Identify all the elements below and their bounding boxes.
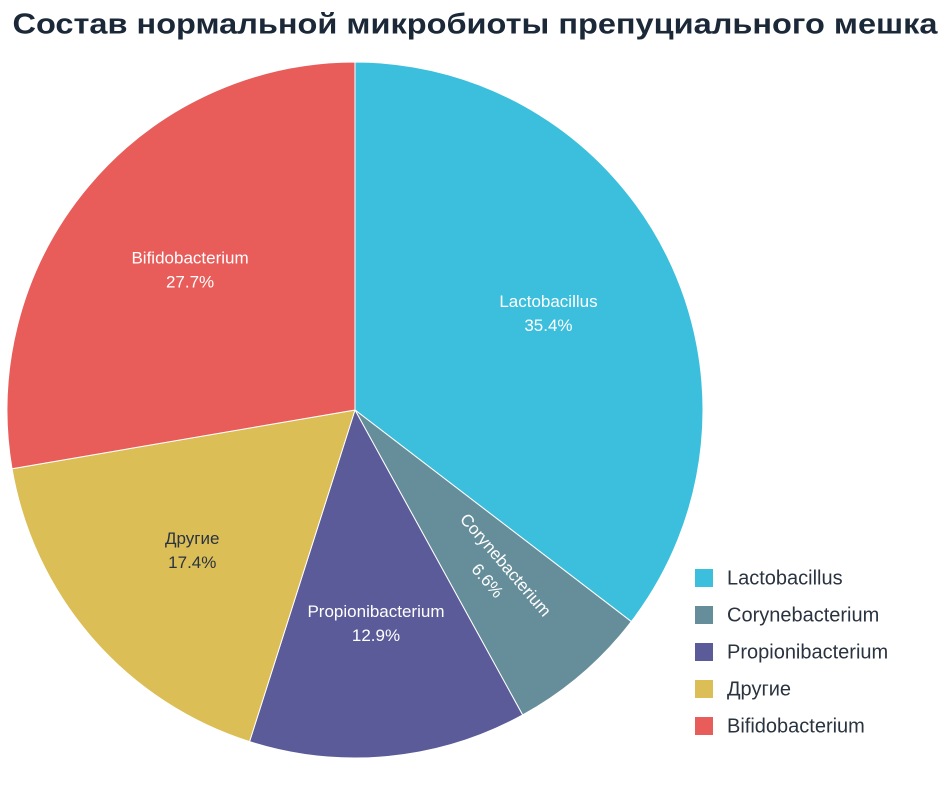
legend-label: Lactobacillus <box>727 567 843 589</box>
pie-slice <box>354 61 704 623</box>
legend-swatch <box>695 643 713 661</box>
pie-slice <box>354 409 633 716</box>
slice-value-label: 12.9% <box>352 626 400 645</box>
legend-label: Corynebacterium <box>727 604 879 626</box>
slice-value-label: 27.7% <box>166 272 214 291</box>
legend-label: Propionibacterium <box>727 641 888 663</box>
slice-label: Другие <box>165 529 219 548</box>
legend-label: Bifidobacterium <box>727 715 865 737</box>
legend-label: Другие <box>727 678 791 700</box>
chart-title: Состав нормальной микробиоты препуциальн… <box>13 9 939 41</box>
legend-swatch <box>695 680 713 698</box>
legend-swatch <box>695 569 713 587</box>
slice-value-label: 17.4% <box>168 553 216 572</box>
pie-slice <box>248 408 524 759</box>
slice-label: Lactobacillus <box>499 292 597 311</box>
slice-label: Propionibacterium <box>307 602 444 621</box>
slice-value-label: 35.4% <box>524 316 572 335</box>
slice-label: Bifidobacterium <box>131 248 248 267</box>
pie-slice <box>6 61 356 470</box>
pie-slice <box>11 409 356 743</box>
legend-swatch <box>695 717 713 735</box>
legend-swatch <box>695 606 713 624</box>
